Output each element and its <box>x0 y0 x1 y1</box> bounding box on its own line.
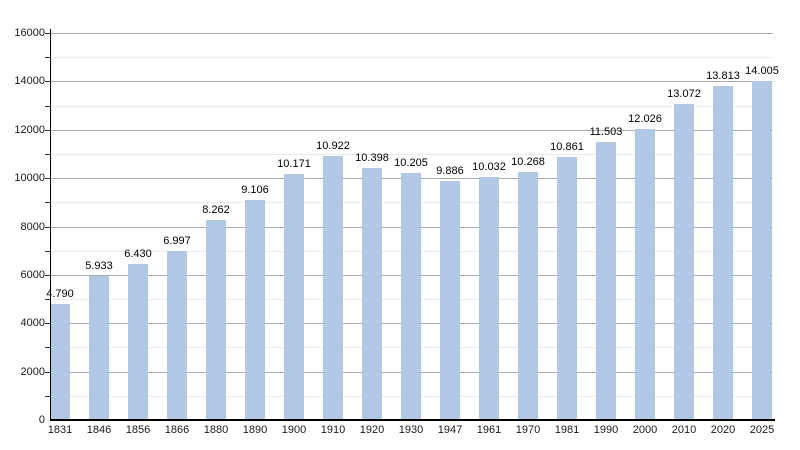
bar-1920 <box>362 168 382 420</box>
value-label-1856: 6.430 <box>124 248 152 261</box>
bar-1900 <box>284 173 304 420</box>
minor-gridline <box>50 105 773 107</box>
y-axis-tick <box>45 250 50 252</box>
bar-2020 <box>713 85 733 420</box>
y-axis-tick <box>45 202 50 204</box>
value-label-2000: 12.026 <box>628 113 662 126</box>
y-axis-label: 12000 <box>14 123 45 136</box>
x-axis-label-1880: 1880 <box>203 424 229 436</box>
x-axis-label-1856: 1856 <box>125 424 151 436</box>
value-label-1990: 11.503 <box>589 125 623 138</box>
x-axis-label-1866: 1866 <box>164 424 190 436</box>
y-axis-label: 8000 <box>20 220 45 233</box>
value-label-1831: 4.790 <box>46 288 74 301</box>
bar-1981 <box>557 157 577 420</box>
bar-2025 <box>752 81 772 420</box>
bar-1866 <box>167 250 187 420</box>
y-axis-label: 2000 <box>20 365 45 378</box>
value-label-2025: 14.005 <box>745 65 779 78</box>
y-axis-tick <box>45 395 50 397</box>
bar-1990 <box>596 141 616 420</box>
y-axis-label: 16000 <box>14 27 45 39</box>
y-axis-tick <box>45 274 50 276</box>
value-label-1981: 10.861 <box>550 141 584 154</box>
value-label-1890: 9.106 <box>241 183 269 196</box>
y-axis-tick <box>45 178 50 180</box>
y-axis-tick <box>45 81 50 83</box>
x-axis-label-1930: 1930 <box>398 424 424 436</box>
x-axis-label-1981: 1981 <box>554 424 580 436</box>
value-label-1920: 10.398 <box>355 152 389 165</box>
major-gridline <box>50 81 773 83</box>
x-axis-label-1970: 1970 <box>515 424 541 436</box>
minor-gridline <box>50 153 773 155</box>
y-axis-label: 6000 <box>20 268 45 281</box>
bar-1947 <box>440 180 460 420</box>
y-axis-line <box>50 29 51 420</box>
bar-1970 <box>518 171 538 420</box>
value-label-1846: 5.933 <box>85 260 113 273</box>
major-gridline <box>50 129 773 131</box>
x-axis-label-1890: 1890 <box>242 424 268 436</box>
x-axis-label-1990: 1990 <box>593 424 619 436</box>
major-gridline <box>50 33 773 34</box>
y-axis-tick <box>45 226 50 228</box>
value-label-2020: 13.813 <box>706 69 740 82</box>
value-label-1910: 10.922 <box>316 139 350 152</box>
value-label-1930: 10.205 <box>394 157 428 170</box>
bar-1961 <box>479 177 499 420</box>
value-label-1961: 10.032 <box>472 161 506 174</box>
y-axis-label: 4000 <box>20 317 45 330</box>
x-axis-label-1920: 1920 <box>359 424 385 436</box>
x-axis-line <box>50 419 775 421</box>
value-label-1880: 8.262 <box>202 204 230 217</box>
x-axis-label-2010: 2010 <box>671 424 697 436</box>
y-axis-tick <box>45 323 50 325</box>
bar-2000 <box>635 129 655 420</box>
bar-1846 <box>89 276 109 420</box>
y-axis-label: 14000 <box>14 75 45 88</box>
value-label-1947: 9.886 <box>436 164 464 177</box>
x-axis-label-2020: 2020 <box>710 424 736 436</box>
value-label-2010: 13.072 <box>667 87 701 100</box>
value-label-1900: 10.171 <box>277 157 311 170</box>
bar-2010 <box>674 103 694 420</box>
y-axis-tick <box>45 153 50 155</box>
x-axis-label-1900: 1900 <box>281 424 307 436</box>
bar-1831 <box>50 304 70 420</box>
value-label-1970: 10.268 <box>511 155 545 168</box>
x-axis-label-1961: 1961 <box>476 424 502 436</box>
y-axis-label: 10000 <box>14 172 45 185</box>
x-axis-label-1947: 1947 <box>437 424 463 436</box>
x-axis-label-2025: 2025 <box>749 424 775 436</box>
y-axis-tick <box>45 299 50 301</box>
bar-1930 <box>401 173 421 420</box>
y-axis-tick <box>45 371 50 373</box>
y-axis-tick <box>45 105 50 107</box>
x-axis-label-1846: 1846 <box>86 424 112 436</box>
value-label-1866: 6.997 <box>163 234 191 247</box>
x-axis-label-2000: 2000 <box>632 424 658 436</box>
y-axis-tick <box>45 33 50 34</box>
minor-gridline <box>50 57 773 59</box>
x-axis-label-1910: 1910 <box>320 424 346 436</box>
y-axis-tick <box>45 347 50 349</box>
bar-1856 <box>128 264 148 420</box>
y-axis-tick <box>45 129 50 131</box>
x-axis-label-1831: 1831 <box>47 424 73 436</box>
bar-1910 <box>323 155 343 420</box>
y-axis-label: 0 <box>38 414 45 426</box>
bar-1890 <box>245 199 265 420</box>
y-axis-tick <box>45 57 50 59</box>
bar-1880 <box>206 220 226 420</box>
